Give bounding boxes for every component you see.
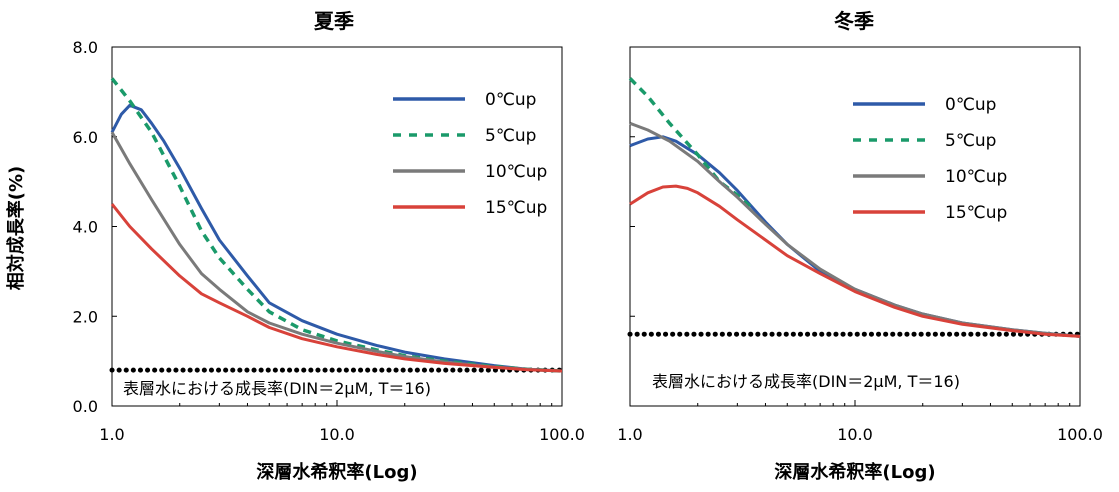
legend-label: 15℃up — [945, 203, 1007, 223]
x-axis-label: 深層水希釈率(Log) — [774, 461, 935, 483]
legend-label: 0℃up — [945, 95, 996, 115]
tick-layer: 1.0 10.0 100.0 — [617, 46, 1103, 444]
x-tick-label: 1.0 — [99, 425, 124, 444]
series-line — [110, 103, 563, 373]
y-tick-label: 2.0 — [73, 307, 98, 326]
y-axis-label: 相対成長率(%) — [5, 166, 27, 291]
x-tick-label: 1.0 — [617, 425, 642, 444]
y-tick-label: 0.0 — [73, 397, 98, 416]
summer-panel: 夏季 深層水希釈率(Log) 1.0 10.0 100.0 0.0 2.0 4.0 6.0 8… — [73, 9, 585, 483]
x-tick-label: 10.0 — [319, 425, 355, 444]
legend-label: 5℃up — [485, 126, 536, 146]
baseline-label: 表層水における成長率(DIN＝2μM, T＝16) — [123, 379, 431, 398]
legend-label: 10℃up — [945, 167, 1007, 187]
panel-title: 冬季 — [834, 9, 874, 33]
tick-layer: 1.0 10.0 100.0 0.0 2.0 4.0 6.0 8.0 — [73, 38, 585, 444]
legend-label: 5℃up — [945, 131, 996, 151]
winter-panel: 冬季 深層水希釈率(Log) 1.0 10.0 100.0 0℃up 5℃up 10℃u… — [617, 9, 1103, 483]
x-tick-label: 100.0 — [539, 425, 585, 444]
series-layer — [110, 77, 563, 373]
series-line — [629, 184, 1081, 338]
series-line — [628, 77, 754, 210]
series-line — [110, 203, 563, 373]
y-tick-label: 8.0 — [73, 38, 98, 57]
legend: 0℃up 5℃up 10℃up 15℃up — [853, 95, 1007, 223]
series-line — [629, 135, 1081, 338]
x-tick-label: 100.0 — [1057, 425, 1103, 444]
y-tick-label: 4.0 — [73, 218, 98, 237]
baseline-label: 表層水における成長率(DIN＝2μM, T＝16) — [652, 372, 960, 391]
y-tick-label: 6.0 — [73, 128, 98, 147]
legend: 0℃up 5℃up 10℃up 15℃up — [393, 90, 547, 218]
panel-title: 夏季 — [314, 9, 354, 33]
x-axis-label: 深層水希釈率(Log) — [256, 461, 417, 483]
plot-frame — [629, 46, 1081, 407]
x-tick-label: 10.0 — [837, 425, 873, 444]
series-layer — [628, 77, 1081, 338]
legend-label: 10℃up — [485, 162, 547, 182]
legend-label: 15℃up — [485, 198, 547, 218]
legend-label: 0℃up — [485, 90, 536, 110]
series-line — [110, 77, 563, 373]
